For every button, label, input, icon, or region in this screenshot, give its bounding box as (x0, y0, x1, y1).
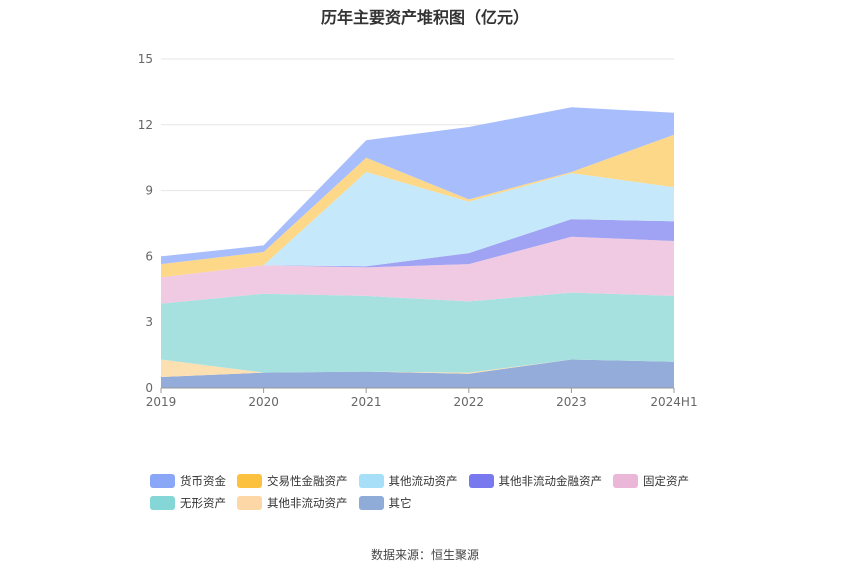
area-无形资产[interactable] (161, 292, 674, 373)
legend-swatch (613, 474, 638, 488)
legend-swatch (358, 496, 384, 510)
legend-label: 交易性金融资产 (267, 474, 348, 488)
legend-label: 其他非流动金融资产 (498, 474, 603, 488)
area-series[interactable] (161, 107, 674, 388)
legend-swatch (237, 474, 262, 488)
legend-label: 固定资产 (643, 474, 689, 488)
legend-swatch (468, 474, 494, 488)
legend-item-交易性金融资产[interactable]: 交易性金融资产 (237, 472, 348, 490)
legend-label: 其他流动资产 (388, 474, 458, 488)
area-其他非流动金融资产[interactable] (161, 219, 674, 278)
x-tick-label: 2019 (146, 395, 177, 409)
legend-label: 货币资金 (180, 474, 226, 488)
legend: 货币资金 交易性金融资产 其他流动资产 其他非流动金融资产 固定资产无形资产 其他非流动资… (150, 472, 730, 512)
legend-item-固定资产[interactable]: 固定资产 (613, 472, 689, 490)
x-tick-label: 2024H1 (650, 395, 697, 409)
legend-item-其他流动资产[interactable]: 其他流动资产 (358, 472, 458, 490)
y-tick-label: 9 (145, 184, 153, 198)
x-tick-label: 2020 (248, 395, 279, 409)
y-tick-label: 15 (138, 52, 153, 66)
area-交易性金融资产[interactable] (161, 134, 674, 278)
x-tick-label: 2023 (556, 395, 587, 409)
x-tick-label: 2021 (351, 395, 382, 409)
legend-item-无形资产[interactable]: 无形资产 (150, 494, 226, 512)
y-tick-label: 0 (145, 381, 153, 395)
stacked-area-chart: 0 3 6 9 12 15 2019 2020 2021 2022 2023 2024H1 (138, 52, 698, 409)
area-固定资产[interactable] (161, 236, 674, 304)
data-source: 数据来源：恒生聚源 (370, 548, 479, 562)
area-货币资金[interactable] (161, 107, 674, 265)
legend-item-其它[interactable]: 其它 (358, 494, 412, 512)
legend-swatch (237, 496, 262, 510)
y-tick-label: 3 (145, 315, 153, 329)
y-tick-label: 12 (138, 118, 153, 132)
x-tick-label: 2022 (454, 395, 485, 409)
axes: 2019 2020 2021 2022 2023 2024H1 (146, 387, 698, 409)
area-其它[interactable] (161, 359, 674, 389)
y-tick-label: 6 (145, 249, 153, 263)
legend-swatch (150, 474, 175, 488)
legend-item-其他非流动金融资产[interactable]: 其他非流动金融资产 (468, 472, 603, 490)
legend-swatch (150, 496, 175, 510)
legend-item-货币资金[interactable]: 货币资金 (150, 472, 226, 490)
legend-item-其他非流动资产[interactable]: 其他非流动资产 (237, 494, 348, 512)
area-其他流动资产[interactable] (161, 172, 674, 278)
chart-title: 历年主要资产堆积图（亿元） (320, 8, 529, 27)
legend-label: 其它 (388, 496, 412, 510)
legend-swatch (358, 474, 384, 488)
legend-label: 无形资产 (180, 496, 226, 510)
legend-label: 其他非流动资产 (267, 496, 348, 510)
